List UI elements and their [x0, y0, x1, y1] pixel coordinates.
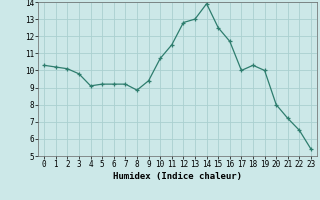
X-axis label: Humidex (Indice chaleur): Humidex (Indice chaleur) — [113, 172, 242, 181]
